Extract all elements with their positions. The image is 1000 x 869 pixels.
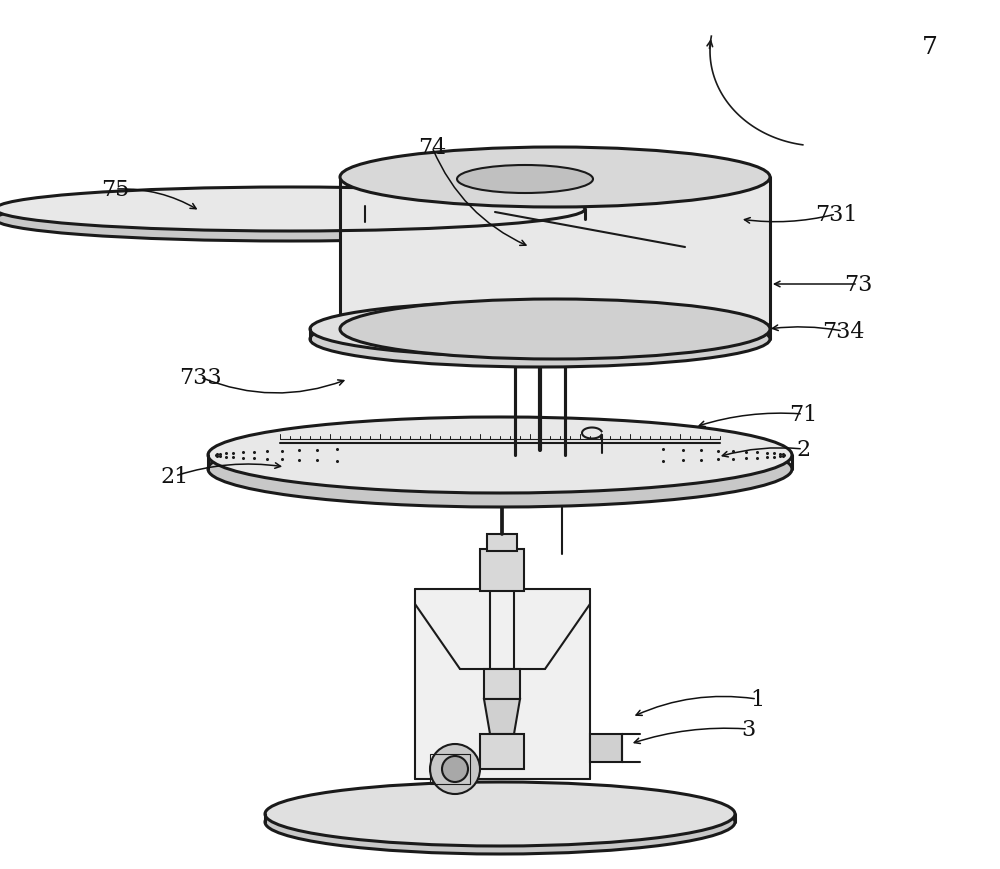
Text: 734: 734 xyxy=(822,321,864,342)
Bar xyxy=(430,754,470,784)
Bar xyxy=(590,734,622,762)
Text: 733: 733 xyxy=(179,367,221,388)
Ellipse shape xyxy=(340,300,770,360)
Text: 2: 2 xyxy=(796,439,810,461)
Text: 21: 21 xyxy=(161,466,189,488)
Polygon shape xyxy=(340,178,770,329)
Text: 1: 1 xyxy=(750,688,764,710)
Text: 73: 73 xyxy=(844,274,872,295)
Polygon shape xyxy=(484,700,520,734)
Ellipse shape xyxy=(442,756,468,782)
Text: 71: 71 xyxy=(789,403,817,426)
Bar xyxy=(487,534,517,551)
Text: 74: 74 xyxy=(418,136,446,159)
Ellipse shape xyxy=(265,782,735,846)
Text: 3: 3 xyxy=(741,718,755,740)
Bar xyxy=(480,549,524,591)
Ellipse shape xyxy=(457,166,593,194)
Ellipse shape xyxy=(208,417,792,494)
Ellipse shape xyxy=(310,302,770,357)
Text: 7: 7 xyxy=(922,36,938,59)
Ellipse shape xyxy=(265,790,735,854)
Ellipse shape xyxy=(340,148,770,208)
Ellipse shape xyxy=(0,188,585,232)
Bar xyxy=(480,734,524,769)
Ellipse shape xyxy=(208,432,792,507)
Ellipse shape xyxy=(430,744,480,794)
Ellipse shape xyxy=(0,198,585,242)
Polygon shape xyxy=(415,589,590,779)
Text: 75: 75 xyxy=(101,179,129,201)
Bar xyxy=(484,669,520,700)
Text: 731: 731 xyxy=(815,203,857,226)
Ellipse shape xyxy=(310,312,770,368)
